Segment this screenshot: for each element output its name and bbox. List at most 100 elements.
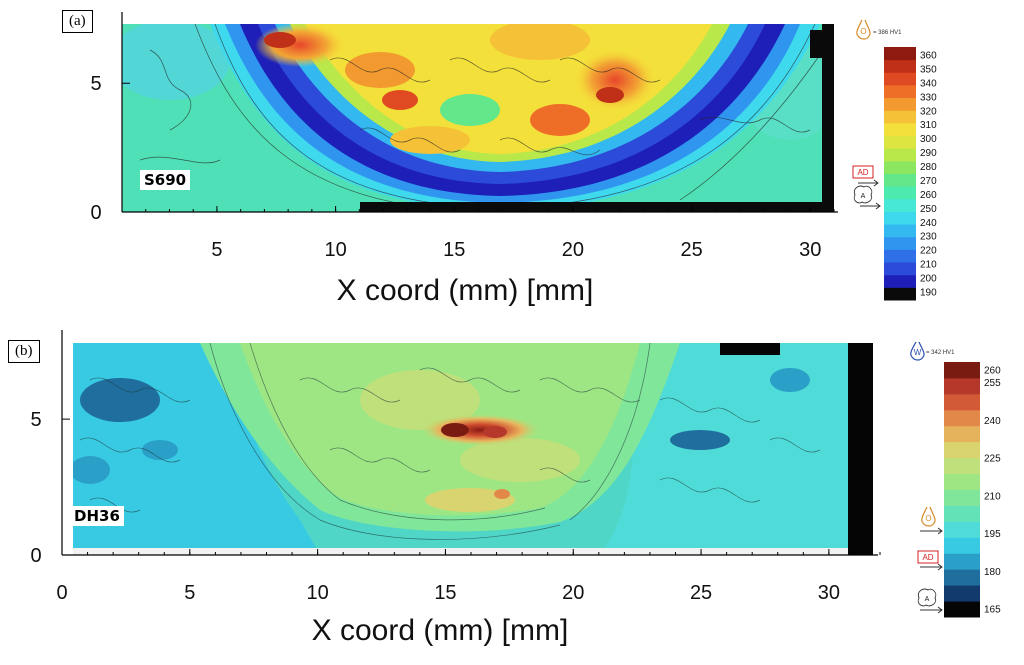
x-axis-title-a: X coord (mm) [mm] [337,274,594,307]
a-marker-label-b: A [925,596,930,603]
panel-a-plot: 5 10 15 20 25 30 0 5 X coord (mm) [mm] [90,12,838,307]
w-marker-label: W [914,348,922,357]
colorbar-label-a: 280 [920,162,937,173]
x-tick-label-b: 30 [818,582,840,604]
x-tick-label-b: 20 [562,582,584,604]
colorbar-label-a: 300 [920,134,937,145]
colorbar-label-b: 225 [984,454,1001,465]
colorbar-label-b: 195 [984,529,1001,540]
colorbar-label-b: 180 [984,567,1001,578]
colorbar-label-a: 340 [920,78,937,89]
colorbar-swatch-a [884,224,916,238]
x-tick-label-b: 10 [307,582,329,604]
colorbar-label-a: 360 [920,51,937,62]
sample-tag-b: DH36 [70,506,124,526]
colorbar-swatch-a [884,148,916,162]
colorbar-swatch-b [944,441,980,459]
ad-marker-icon: AD [852,165,879,187]
x-tick-label-b: 0 [56,582,67,604]
colorbar-swatch-a [884,97,916,111]
colorbar-swatch-b [944,362,980,379]
x-tick-label-b: 15 [434,582,456,604]
hardness-max-b: = 342 HV1 [926,350,955,356]
colorbar-label-b: 165 [984,605,1001,616]
o-marker-label: O [860,27,866,36]
ad-marker-label-a: AD [857,168,868,177]
x-tick-label-a: 30 [799,239,821,261]
colorbar-swatch-a [884,47,916,61]
o-marker-label-b: O [925,514,931,523]
colorbar-label-a: 350 [920,64,937,75]
y-tick-label-a: 0 [90,202,101,224]
panel-b-plot: 0 5 10 15 20 25 30 0 5 X coord (mm) [mm] [30,330,881,647]
sample-tag-a: S690 [140,170,191,190]
colorbar-label-a: 330 [920,92,937,103]
colorbar-swatch-a [884,198,916,212]
x-axis-title-b: X coord (mm) [mm] [312,614,569,647]
colorbar-swatch-a [884,122,916,137]
colorbar-swatch-a [884,84,916,99]
legend-a: O = 386 HV1 AD A [852,19,902,210]
colorbar-swatch-b [944,457,980,475]
colorbar-swatch-a [884,173,916,187]
y-tick-label-b: 0 [30,545,41,567]
legend-b: W = 342 HV1 O AD A [910,341,955,614]
a-marker-icon: A [853,185,881,210]
x-tick-label-b: 25 [690,582,712,604]
colorbar-swatch-b [944,425,980,443]
colorbar-swatch-a [884,249,916,263]
colorbar-swatch-a [884,72,916,86]
colorbar-label-a: 260 [920,190,937,201]
colorbar-swatch-b [944,505,980,522]
colorbar-swatch-b [944,393,980,411]
colorbar-swatch-b [944,537,980,554]
colorbar-label-a: 200 [920,274,937,285]
colorbar-swatch-b [944,553,980,570]
x-tick-label-a: 25 [680,239,702,261]
colorbar-label-b: 240 [984,416,1001,427]
colorbar-swatch-a [884,59,916,73]
hardness-max-a: = 386 HV1 [873,30,902,36]
colorbar-label-b: 260 [984,366,1001,377]
w-marker-icon: W [910,341,925,361]
colorbar-swatch-a [884,262,916,276]
colorbar-label-a: 310 [920,120,937,131]
colorbar-swatch-b [944,409,980,427]
colorbar-a: 190 200 210 220 230 240 250 260 270 280 290 300 310 3… [884,47,937,301]
colorbar-label-b: 255 [984,378,1001,389]
panel-label-b: (b) [8,340,40,363]
colorbar-label-a: 240 [920,218,937,229]
colorbar-label-a: 230 [920,232,937,243]
colorbar-swatch-a [884,236,916,250]
ad-marker-label-b: AD [922,553,933,562]
colorbar-swatch-b [944,585,980,602]
colorbar-swatch-b [944,473,980,490]
colorbar-swatch-b [944,569,980,586]
colorbar-swatch-a [884,287,916,301]
colorbar-label-a: 270 [920,176,937,187]
colorbar-label-b: 210 [984,491,1001,502]
y-tick-label-b: 5 [30,409,41,431]
colorbar-swatch-b [944,489,980,506]
ad-marker-icon-b: AD [917,550,943,571]
panel-label-a: (a) [62,10,93,33]
x-tick-label-a: 15 [443,239,465,261]
x-tick-label-a: 5 [211,239,222,261]
colorbar-swatch-b [944,601,980,618]
colorbar-label-a: 290 [920,148,937,159]
colorbar-swatch-b [944,377,980,395]
o-marker-icon: O [856,19,871,40]
a-marker-label-a: A [861,193,866,200]
colorbar-swatch-a [884,110,916,124]
colorbar-label-a: 250 [920,204,937,215]
o-marker-icon-b: O [920,506,943,535]
x-tick-label-a: 20 [562,239,584,261]
colorbar-swatch-a [884,274,916,288]
colorbar-swatch-a [884,211,916,225]
colorbar-label-a: 320 [920,106,937,117]
colorbar-swatch-a [884,160,916,174]
y-tick-label-a: 5 [90,73,101,95]
colorbar-label-a: 210 [920,260,937,271]
